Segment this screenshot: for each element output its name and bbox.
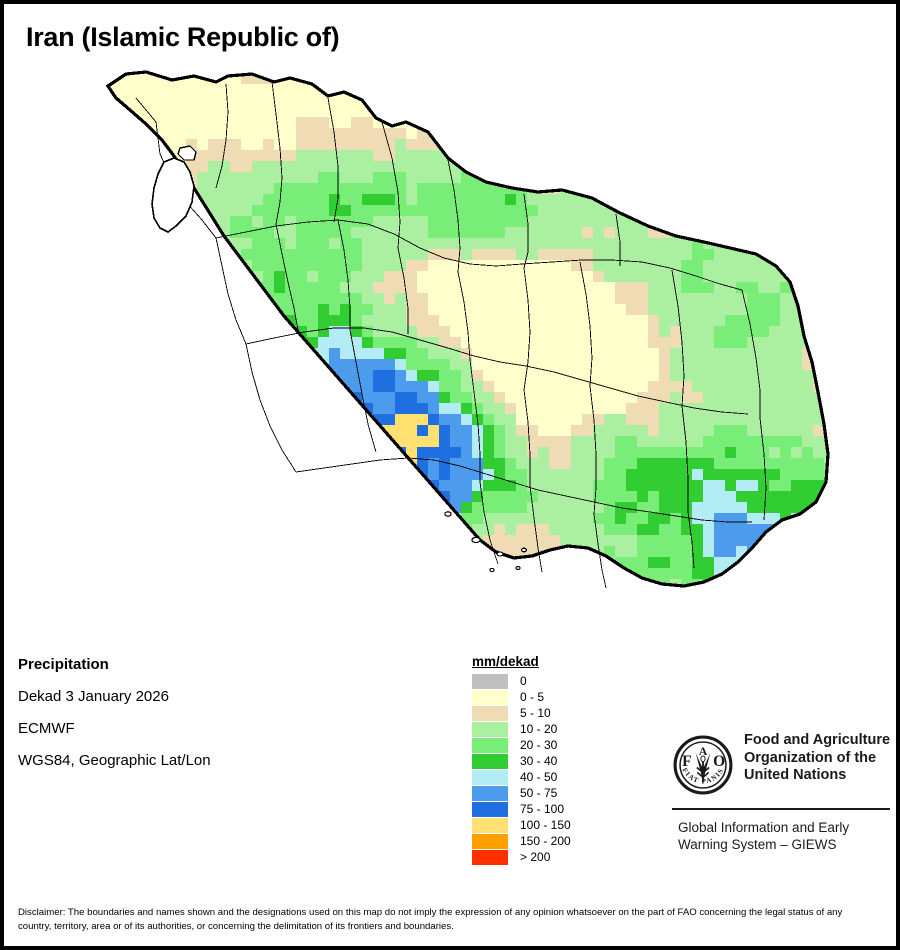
legend-swatch: [472, 689, 508, 705]
legend-row: 30 - 40: [472, 753, 602, 769]
giews-label: Global Information and Early Warning Sys…: [678, 820, 892, 854]
legend-label: 100 - 150: [520, 818, 571, 832]
giews-line2: Warning System – GIEWS: [678, 836, 837, 852]
precipitation-raster-map[interactable]: [76, 62, 836, 607]
fao-logo-letter-a: A: [699, 745, 708, 758]
legend-row: 50 - 75: [472, 785, 602, 801]
legend-swatch: [472, 673, 508, 689]
legend-swatch: [472, 785, 508, 801]
legend-label: 40 - 50: [520, 770, 558, 784]
legend: mm/dekad 0 0 - 5 5 - 10 10 - 20 20 - 30 30 - …: [472, 654, 602, 865]
info-variable: Precipitation: [18, 656, 109, 673]
lake-urmia: [151, 145, 197, 233]
persian-gulf-islands: [444, 511, 528, 573]
legend-label: 0: [520, 674, 527, 688]
fao-branding: F A O FIAT PANIS Food and Agriculture Or…: [672, 732, 892, 854]
legend-label: 0 - 5: [520, 690, 545, 704]
legend-row: 75 - 100: [472, 801, 602, 817]
province-boundaries: [135, 81, 767, 589]
legend-swatch: [472, 817, 508, 833]
legend-label: 5 - 10: [520, 706, 551, 720]
disclaimer-text: Disclaimer: The boundaries and names sho…: [18, 907, 843, 932]
map-info-block: Precipitation Dekad 3 January 2026 ECMWF…: [18, 656, 348, 784]
legend-row: 0 - 5: [472, 689, 602, 705]
legend-swatch: [472, 753, 508, 769]
legend-title: mm/dekad: [472, 654, 539, 669]
map-canvas[interactable]: [76, 62, 836, 607]
legend-row: > 200: [472, 849, 602, 865]
fao-logo-letter-f: F: [682, 753, 691, 770]
divider: [672, 808, 890, 810]
legend-swatch: [472, 769, 508, 785]
fao-name-line1: Food and Agriculture: [744, 732, 891, 748]
legend-swatch: [472, 833, 508, 849]
wheat-ear-icon: [695, 752, 711, 783]
legend-swatch: [472, 737, 508, 753]
legend-row: 10 - 20: [472, 721, 602, 737]
info-source: ECMWF: [18, 720, 75, 737]
legend-swatch: [472, 849, 508, 865]
fao-name-line2: Organization of the: [744, 749, 877, 766]
legend-row: 0: [472, 673, 602, 689]
legend-label: 30 - 40: [520, 754, 558, 768]
legend-row: 100 - 150: [472, 817, 602, 833]
legend-label: 75 - 100: [520, 802, 565, 816]
legend-row: 40 - 50: [472, 769, 602, 785]
info-period: Dekad 3 January 2026: [18, 688, 169, 705]
fao-name-line3: United Nations: [744, 767, 847, 784]
legend-items: 0 0 - 5 5 - 10 10 - 20 20 - 30 30 - 40 40 - 50…: [472, 673, 602, 865]
legend-swatch: [472, 705, 508, 721]
legend-row: 5 - 10: [472, 705, 602, 721]
fao-logo-icon: F A O FIAT PANIS: [673, 735, 733, 795]
fao-name: Food and Agriculture Organization of the…: [744, 732, 890, 785]
legend-label: 150 - 200: [520, 834, 571, 848]
legend-swatch: [472, 721, 508, 737]
legend-row: 20 - 30: [472, 737, 602, 753]
legend-swatch: [472, 801, 508, 817]
legend-label: > 200: [520, 850, 551, 864]
page-title: Iran (Islamic Republic of): [26, 22, 340, 52]
national-boundary: [105, 70, 830, 588]
info-projection: WGS84, Geographic Lat/Lon: [18, 752, 211, 769]
legend-label: 50 - 75: [520, 786, 558, 800]
legend-row: 150 - 200: [472, 833, 602, 849]
fao-logo-letter-o: O: [713, 753, 725, 770]
legend-label: 20 - 30: [520, 738, 558, 752]
giews-line1: Global Information and Early: [678, 820, 850, 835]
legend-label: 10 - 20: [520, 722, 558, 736]
